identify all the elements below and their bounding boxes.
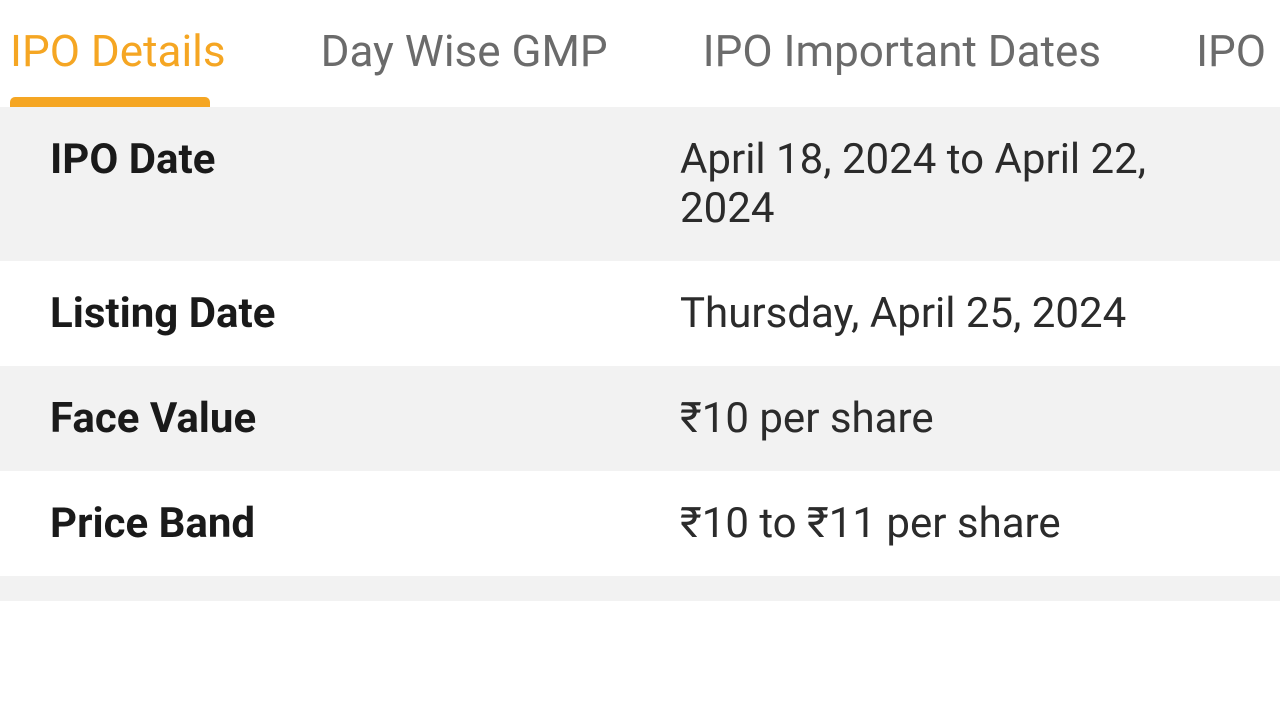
row-value-face-value: ₹10 per share xyxy=(680,394,1230,443)
row-value-listing-date: Thursday, April 25, 2024 xyxy=(680,289,1230,338)
row-label-face-value: Face Value xyxy=(50,394,680,443)
tab-ipo-l[interactable]: IPO L xyxy=(1196,25,1280,107)
row-value-price-band: ₹10 to ₹11 per share xyxy=(680,499,1230,548)
table-row: IPO Date April 18, 2024 to April 22, 202… xyxy=(0,107,1280,261)
tabs-nav: IPO Details Day Wise GMP IPO Important D… xyxy=(0,0,1280,107)
ipo-details-table: IPO Date April 18, 2024 to April 22, 202… xyxy=(0,107,1280,576)
row-label-ipo-date: IPO Date xyxy=(50,135,680,233)
bottom-stripe xyxy=(0,576,1280,601)
row-label-price-band: Price Band xyxy=(50,499,680,548)
tab-ipo-details[interactable]: IPO Details xyxy=(10,25,226,107)
row-label-listing-date: Listing Date xyxy=(50,289,680,338)
table-row: Price Band ₹10 to ₹11 per share xyxy=(0,471,1280,576)
tab-day-wise-gmp[interactable]: Day Wise GMP xyxy=(321,25,608,107)
table-row: Face Value ₹10 per share xyxy=(0,366,1280,471)
tab-ipo-important-dates[interactable]: IPO Important Dates xyxy=(703,25,1101,107)
row-value-ipo-date: April 18, 2024 to April 22, 2024 xyxy=(680,135,1230,233)
table-row: Listing Date Thursday, April 25, 2024 xyxy=(0,261,1280,366)
